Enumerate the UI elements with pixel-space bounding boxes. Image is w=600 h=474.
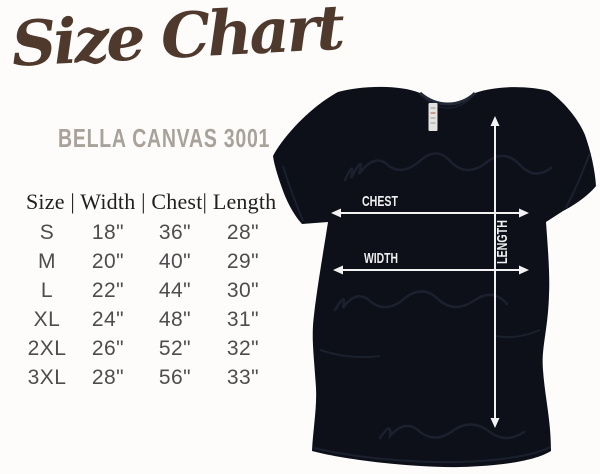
table-row: 2XL 26" 52" 32" bbox=[18, 334, 276, 363]
length-cell: 33" bbox=[226, 365, 260, 389]
watermark-texture bbox=[333, 152, 553, 440]
size-table-header: Size | Width | Chest| Length bbox=[26, 189, 277, 214]
measurement-arrows bbox=[331, 116, 529, 428]
width-cell: 22" bbox=[91, 278, 125, 302]
table-row: 3XL 28" 56" 33" bbox=[18, 363, 276, 392]
width-cell: 20" bbox=[91, 249, 125, 273]
table-row: M 20" 40" 29" bbox=[18, 247, 276, 276]
width-cell: 26" bbox=[91, 336, 125, 360]
length-cell: 30" bbox=[226, 278, 260, 302]
chest-cell: 48" bbox=[158, 307, 192, 331]
chest-cell: 56" bbox=[158, 365, 192, 389]
width-cell: 28" bbox=[91, 365, 125, 389]
tshirt-silhouette bbox=[273, 86, 596, 468]
table-row: S 18" 36" 28" bbox=[18, 218, 276, 247]
chest-label: CHEST bbox=[362, 193, 398, 210]
length-cell: 29" bbox=[226, 249, 260, 273]
width-label: WIDTH bbox=[364, 250, 398, 267]
chest-cell: 36" bbox=[158, 220, 192, 244]
table-row: L 22" 44" 30" bbox=[18, 276, 276, 305]
neck-tag bbox=[428, 103, 438, 131]
width-cell: 24" bbox=[91, 307, 125, 331]
size-cell: 3XL bbox=[27, 365, 67, 389]
size-cell: M bbox=[38, 249, 56, 273]
width-cell: 18" bbox=[91, 220, 125, 244]
chest-cell: 52" bbox=[158, 336, 192, 360]
size-cell: L bbox=[40, 278, 54, 302]
chest-cell: 40" bbox=[158, 249, 192, 273]
size-cell: S bbox=[39, 220, 55, 244]
length-cell: 32" bbox=[226, 336, 260, 360]
size-cell: 2XL bbox=[27, 336, 67, 360]
collar-seam bbox=[421, 95, 474, 109]
product-subtitle: BELLA CANVAS 3001 bbox=[58, 123, 271, 153]
size-cell: XL bbox=[33, 307, 61, 331]
collar bbox=[419, 91, 477, 106]
table-row: XL 24" 48" 31" bbox=[18, 305, 276, 334]
size-table: S 18" 36" 28" M 20" 40" 29" L 22" 44" 30… bbox=[18, 218, 276, 392]
length-label: LENGTH bbox=[494, 220, 511, 264]
chest-cell: 44" bbox=[158, 278, 192, 302]
fabric-folds bbox=[282, 152, 591, 464]
length-cell: 31" bbox=[226, 307, 260, 331]
length-cell: 28" bbox=[226, 220, 260, 244]
